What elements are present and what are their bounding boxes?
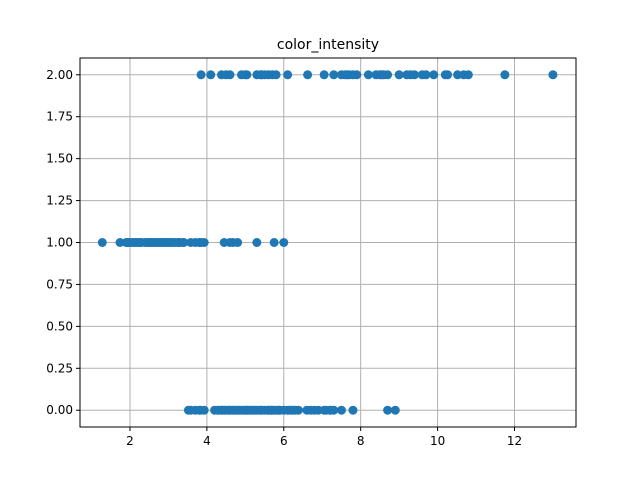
- x-tick-label: 4: [203, 434, 211, 448]
- data-point: [225, 70, 235, 80]
- x-tick-label: 2: [126, 434, 134, 448]
- data-point: [500, 70, 510, 80]
- data-point: [206, 70, 216, 80]
- data-point: [97, 238, 107, 247]
- y-axis: 0.00 0.25 0.50 0.75 1.00 1.25 1.50 1.75 2.00: [46, 68, 80, 417]
- data-point: [283, 70, 293, 80]
- y-tick-label: 1.50: [46, 152, 73, 166]
- data-point: [199, 238, 209, 247]
- data-point: [319, 70, 329, 80]
- data-point: [363, 70, 373, 80]
- y-tick-label: 1.25: [46, 194, 73, 208]
- y-tick-label: 1.00: [46, 236, 73, 250]
- y-tick-label: 0.50: [46, 319, 73, 333]
- data-point: [196, 70, 206, 80]
- y-tick-label: 1.75: [46, 110, 73, 124]
- y-tick-label: 0.25: [46, 361, 73, 375]
- data-point: [548, 70, 558, 80]
- x-tick-label: 12: [507, 434, 522, 448]
- data-point: [394, 70, 404, 80]
- data-point: [329, 405, 339, 415]
- x-tick-label: 10: [430, 434, 445, 448]
- data-point: [410, 70, 420, 80]
- x-axis: 2 4 6 8 10 12: [126, 427, 522, 448]
- data-point: [242, 70, 252, 80]
- data-point: [383, 70, 393, 80]
- data-point: [252, 238, 262, 247]
- data-point: [199, 405, 209, 415]
- x-tick-label: 6: [280, 434, 288, 448]
- data-point: [271, 70, 281, 80]
- data-point: [429, 70, 439, 80]
- data-point: [303, 70, 313, 80]
- data-point: [233, 238, 243, 247]
- data-point: [179, 238, 189, 247]
- data-point: [443, 70, 453, 80]
- y-tick-label: 0.00: [46, 403, 73, 417]
- data-point: [390, 405, 400, 415]
- y-tick-label: 0.75: [46, 277, 73, 291]
- data-point: [421, 70, 431, 80]
- data-point: [453, 70, 463, 80]
- data-points: [97, 70, 558, 415]
- data-point: [279, 238, 289, 247]
- data-point: [352, 70, 362, 80]
- data-point: [348, 405, 358, 415]
- data-point: [336, 405, 346, 415]
- y-tick-label: 2.00: [46, 68, 73, 82]
- data-point: [383, 405, 393, 415]
- x-tick-label: 8: [357, 434, 365, 448]
- data-point: [115, 238, 125, 247]
- data-point: [269, 238, 279, 247]
- data-point: [329, 70, 339, 80]
- data-point: [463, 70, 473, 80]
- data-point: [293, 405, 303, 415]
- chart-title: color_intensity: [277, 37, 379, 53]
